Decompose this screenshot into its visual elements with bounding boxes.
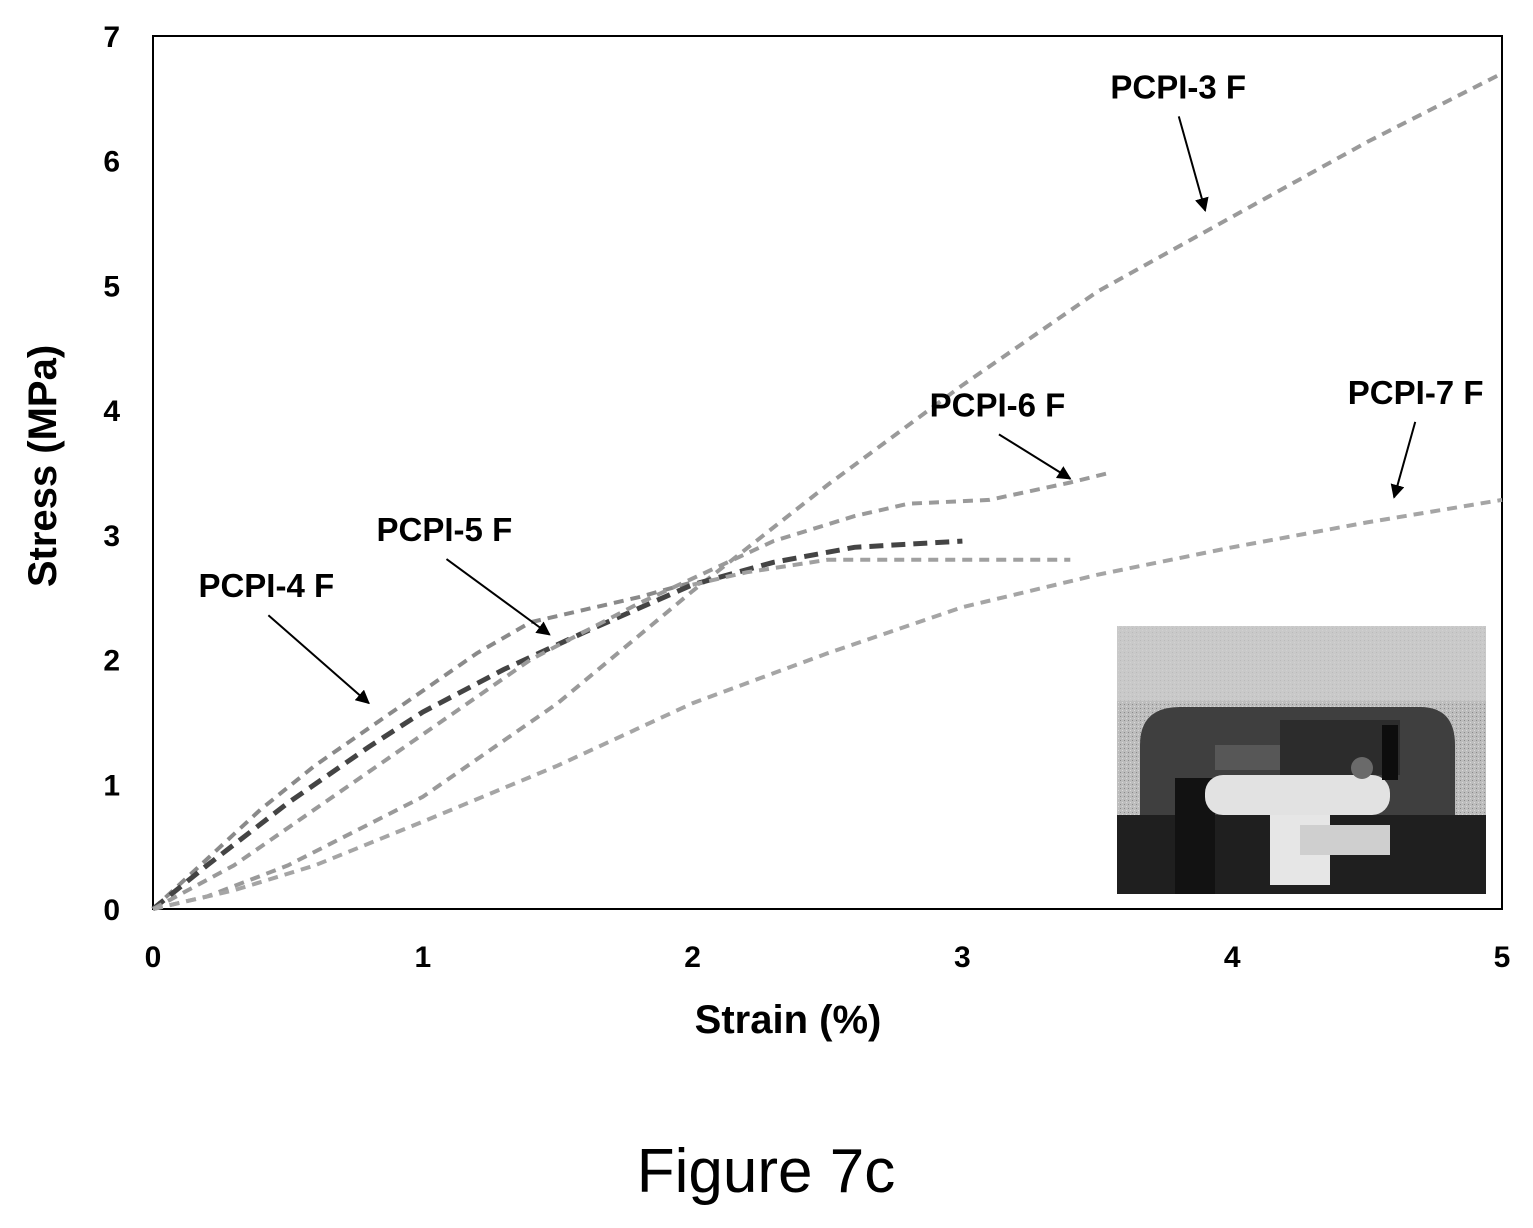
series-line — [151, 538, 963, 911]
series-layer — [151, 71, 1503, 911]
figure-caption: Figure 7c — [637, 1137, 895, 1206]
annotation-arrow — [1390, 421, 1417, 499]
plot-area — [152, 35, 1503, 910]
series-annotation-label: PCPI-4 F — [198, 567, 334, 604]
series-annotation-label: PCPI-7 F — [1348, 374, 1484, 411]
y-tick-label: 2 — [103, 645, 120, 678]
y-tick-label: 6 — [103, 146, 120, 179]
x-tick-label: 4 — [1224, 941, 1241, 974]
series-line — [692, 557, 1071, 587]
y-tick-label: 1 — [103, 769, 120, 802]
x-tick-label: 5 — [1494, 941, 1511, 974]
annotation-arrow — [998, 433, 1072, 480]
series-line — [152, 497, 1503, 911]
y-axis-label: Stress (MPa) — [21, 345, 65, 587]
annotation-arrow — [1177, 116, 1209, 212]
annotation-arrow — [267, 614, 370, 705]
series-line — [152, 470, 1112, 911]
series-annotation-label: PCPI-6 F — [930, 386, 1066, 423]
series-annotation-label: PCPI-3 F — [1110, 68, 1246, 105]
series-annotation-label: PCPI-5 F — [377, 511, 513, 548]
series-line — [151, 580, 694, 911]
y-tick-label: 0 — [103, 894, 120, 927]
series-line — [152, 71, 1503, 911]
annotations: PCPI-3 F PCPI-4 F PCPI-5 F PCPI-6 F PCPI-7 F — [198, 68, 1484, 705]
x-ticks: 0 1 2 3 4 5 — [145, 941, 1511, 974]
x-tick-label: 0 — [145, 941, 162, 974]
y-tick-label: 4 — [103, 395, 120, 428]
y-ticks: 0 1 2 3 4 5 6 7 — [103, 21, 120, 927]
y-tick-label: 7 — [103, 21, 120, 54]
x-tick-label: 2 — [684, 941, 701, 974]
tensile-test-photo-icon — [1117, 626, 1486, 894]
x-tick-label: 3 — [954, 941, 971, 974]
y-tick-label: 5 — [103, 270, 120, 303]
x-axis-label: Strain (%) — [695, 998, 882, 1042]
annotation-arrow — [445, 558, 551, 636]
y-tick-label: 3 — [103, 520, 120, 553]
x-tick-label: 1 — [414, 941, 431, 974]
